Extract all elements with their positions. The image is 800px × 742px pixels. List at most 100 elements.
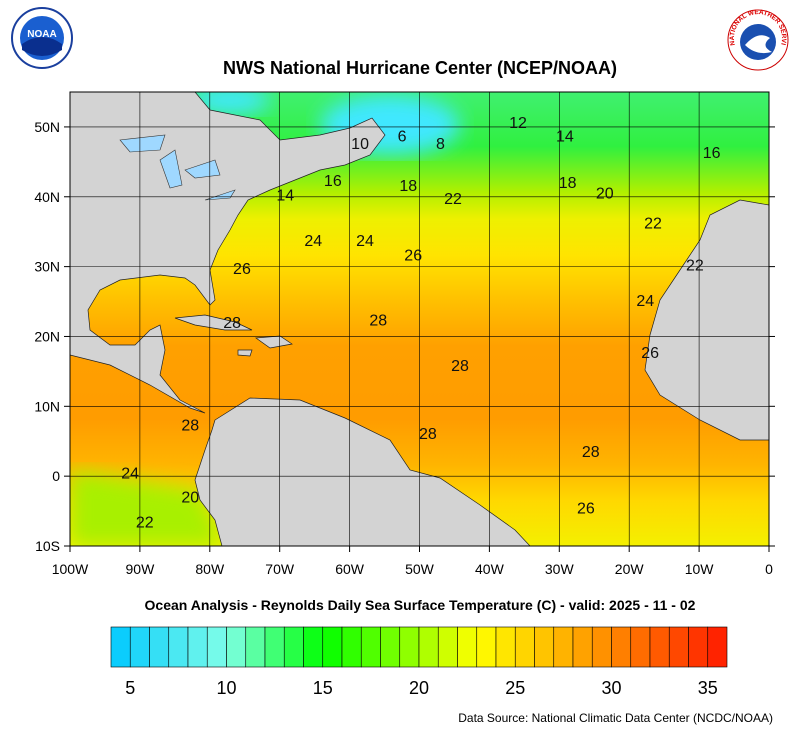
colorbar: 5 10 15 20 25 30 35 — [110, 626, 728, 698]
contour-label: 26 — [233, 261, 251, 278]
colorbar-box — [476, 626, 497, 668]
axes: 100W 90W 80W 70W 60W 50W 40W 30W 20W 10W 0 10S 0 10N 2… — [34, 119, 775, 577]
contour-label: 18 — [399, 178, 417, 195]
contour-label: 28 — [181, 417, 199, 434]
land — [70, 92, 769, 546]
colorbar-tick-label: 30 — [601, 678, 621, 698]
contour-label: 24 — [121, 466, 139, 483]
contour-label: 16 — [703, 145, 721, 162]
colorbar-box — [110, 626, 131, 668]
contour-label: 26 — [641, 345, 659, 362]
contour-label: 28 — [223, 315, 241, 332]
contour-label: 22 — [686, 258, 704, 275]
contour-label: 28 — [419, 426, 437, 443]
colorbar-box — [495, 626, 516, 668]
contour-label: 10 — [351, 136, 369, 153]
contour-label: 14 — [556, 128, 574, 145]
colorbar-box — [226, 626, 247, 668]
cool-pacific — [70, 470, 225, 546]
colorbar-box — [630, 626, 651, 668]
contour-label: 26 — [404, 248, 422, 265]
colorbar-box — [283, 626, 304, 668]
colorbar-box — [611, 626, 632, 668]
x-tick-label: 10W — [685, 561, 715, 577]
y-tick-label: 10S — [35, 538, 60, 554]
colorbar-box — [572, 626, 593, 668]
contour-label: 24 — [304, 233, 322, 250]
y-tick-label: 20N — [34, 328, 60, 344]
subtitle: Ocean Analysis - Reynolds Daily Sea Surf… — [145, 597, 696, 613]
colorbar-box — [437, 626, 458, 668]
colorbar-box — [129, 626, 150, 668]
contour-label: 12 — [509, 115, 527, 132]
colorbar-tick-label: 25 — [505, 678, 525, 698]
colorbar-box — [360, 626, 381, 668]
colorbar-box — [553, 626, 574, 668]
y-tick-label: 30N — [34, 259, 60, 275]
colorbar-box — [303, 626, 324, 668]
contour-label: 8 — [436, 136, 445, 153]
colorbar-box — [187, 626, 208, 668]
colorbar-box — [707, 626, 728, 668]
colorbar-box — [534, 626, 555, 668]
x-tick-label: 20W — [615, 561, 645, 577]
contour-label: 22 — [644, 216, 662, 233]
colorbar-box — [380, 626, 401, 668]
colorbar-box — [264, 626, 285, 668]
y-tick-label: 10N — [34, 398, 60, 414]
colorbar-tick-label: 15 — [313, 678, 333, 698]
colorbar-box — [649, 626, 670, 668]
contour-label: 28 — [582, 444, 600, 461]
colorbar-box — [322, 626, 343, 668]
contour-label: 24 — [636, 293, 654, 310]
colorbar-box — [457, 626, 478, 668]
noaa-logo: NOAA — [11, 7, 73, 69]
colorbar-box — [341, 626, 362, 668]
contour-label: 26 — [577, 501, 595, 518]
contour-label: 22 — [136, 515, 154, 532]
colorbar-box — [514, 626, 535, 668]
colorbar-tick-label: 35 — [698, 678, 718, 698]
colorbar-tick-label: 5 — [125, 678, 135, 698]
x-tick-label: 0 — [765, 561, 773, 577]
nws-arc-text: NATIONAL WEATHER SERVICE — [0, 0, 787, 46]
x-tick-label: 60W — [335, 561, 365, 577]
x-tick-label: 80W — [195, 561, 225, 577]
contour-label: 22 — [444, 191, 462, 208]
contour-label: 20 — [596, 186, 614, 203]
nws-text: NATIONAL WEATHER SERVICE — [0, 0, 787, 46]
colorbar-box — [168, 626, 189, 668]
colorbar-tick-label: 10 — [216, 678, 236, 698]
lakes — [119, 134, 236, 201]
x-tick-label: 100W — [52, 561, 89, 577]
colorbar-box — [206, 626, 227, 668]
contour-label: 20 — [181, 489, 199, 506]
title: NWS National Hurricane Center (NCEP/NOAA… — [223, 58, 617, 78]
noaa-text: NOAA — [27, 29, 56, 40]
y-tick-label: 40N — [34, 189, 60, 205]
contour-label: 16 — [324, 173, 342, 190]
colorbar-box — [399, 626, 420, 668]
contour-label: 14 — [276, 188, 294, 205]
contour-label: 18 — [559, 175, 577, 192]
x-tick-label: 70W — [265, 561, 295, 577]
colorbar-box — [591, 626, 612, 668]
contour-labels: 12 14 16 10 6 8 16 14 18 22 18 20 22 24 24 26 26 22 24 28 28… — [121, 115, 720, 532]
x-tick-label: 40W — [475, 561, 505, 577]
contour-label: 6 — [398, 128, 407, 145]
colorbar-box — [245, 626, 266, 668]
y-tick-label: 50N — [34, 119, 60, 135]
data-source: Data Source: National Climatic Data Cent… — [458, 711, 773, 725]
colorbar-box — [149, 626, 170, 668]
colorbar-box — [688, 626, 709, 668]
x-tick-label: 50W — [405, 561, 435, 577]
x-tick-label: 90W — [126, 561, 156, 577]
contour-label: 24 — [356, 233, 374, 250]
x-tick-label: 30W — [545, 561, 575, 577]
colorbar-box — [668, 626, 689, 668]
y-tick-label: 0 — [52, 468, 60, 484]
contour-label: 28 — [369, 313, 387, 330]
colorbar-box — [418, 626, 439, 668]
contour-label: 28 — [451, 358, 469, 375]
